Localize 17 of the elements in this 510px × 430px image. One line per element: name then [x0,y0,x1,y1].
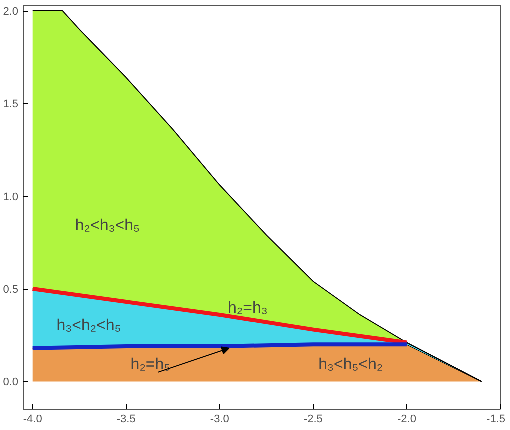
x-tick-label: -4.0 [23,414,42,426]
x-tick-label: -1.5 [486,414,506,426]
x-tick-label: -3.5 [116,414,136,426]
annotation: h₃<h₅<h₂ [318,356,384,374]
y-tick-label: 1.0 [3,191,19,204]
x-tick-label: -2.0 [397,414,416,426]
y-tick-label: 1.5 [3,98,19,111]
line-series [30,287,409,345]
x-tick-label: -2.5 [304,414,323,426]
y-tick-label: 2.0 [3,6,19,18]
x-tick-label: -3.0 [210,414,230,426]
y-tick-label: 0.5 [3,284,19,296]
annotation: h₂=h₃ [228,300,268,318]
y-tick-label: 0.0 [3,376,19,389]
annotation: h₃<h₂<h₅ [56,318,122,335]
annotation: h₂=h₅ [130,356,171,374]
annotation: h₂<h₃<h₅ [75,218,140,235]
